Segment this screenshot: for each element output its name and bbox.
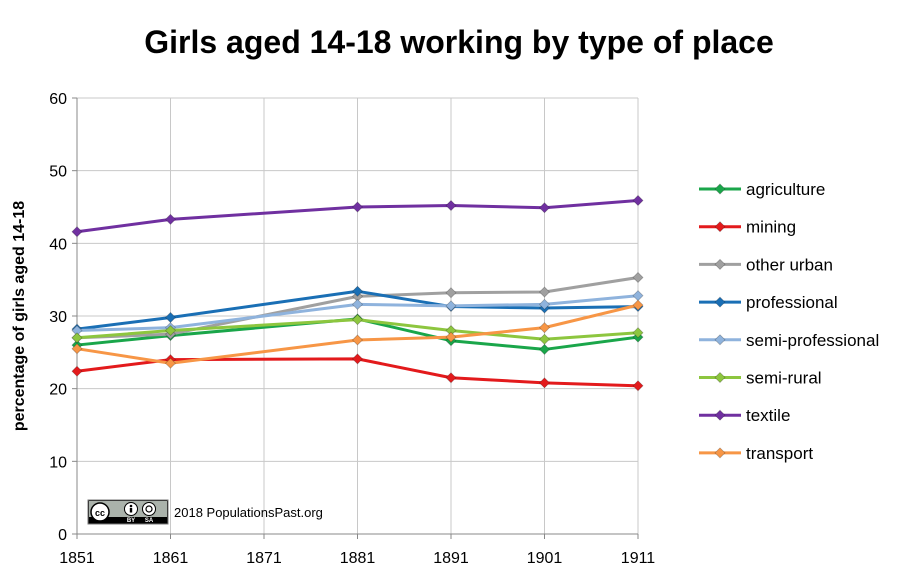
point-semi-professional-1891 [445, 300, 457, 312]
legend-item-transport: transport [699, 444, 813, 463]
x-tick-label-1891: 1891 [433, 550, 469, 567]
series-lines [71, 194, 644, 392]
point-agriculture-1901 [538, 343, 551, 355]
point-transport-1891 [445, 331, 457, 343]
point-transport-1911 [632, 299, 644, 311]
point-other-urban-1911 [632, 271, 644, 284]
x-tick-label-1861: 1861 [153, 550, 189, 567]
series-transport [71, 299, 644, 369]
legend-item-semi-professional: semi-professional [699, 331, 879, 350]
y-tick-label-20: 20 [49, 382, 67, 399]
series-line-textile [76, 198, 639, 234]
point-semi-rural-1911 [632, 327, 644, 339]
legend-label-textile: textile [746, 406, 790, 425]
x-tick-label-1911: 1911 [621, 550, 656, 567]
point-textile-1861 [164, 213, 177, 225]
point-professional-1881 [351, 285, 364, 297]
legend-item-other-urban: other urban [699, 255, 833, 274]
y-tick-label-30: 30 [49, 309, 67, 326]
series-semi-rural [71, 314, 644, 345]
series-textile [71, 194, 644, 238]
legend-item-professional: professional [699, 293, 838, 312]
legend-label-semi-rural: semi-rural [746, 369, 822, 388]
point-professional-1861 [164, 311, 177, 324]
point-textile-1911 [632, 194, 644, 207]
point-textile-1881 [351, 201, 364, 213]
series-line-other-urban [76, 276, 639, 340]
series-line-transport [76, 303, 639, 365]
point-mining-1911 [632, 380, 644, 392]
legend-item-semi-rural: semi-rural [699, 369, 822, 388]
legend-marker-other-urban [714, 258, 726, 270]
legend-marker-semi-professional [714, 334, 726, 346]
point-semi-rural-1851 [71, 332, 83, 344]
point-textile-1851 [71, 226, 83, 238]
legend-item-agriculture: agriculture [699, 180, 825, 199]
y-tick-label-50: 50 [49, 164, 67, 181]
point-transport-1861 [164, 357, 177, 369]
legend-item-textile: textile [699, 406, 790, 425]
series-other-urban [71, 271, 644, 344]
cc-icon: cc [95, 508, 105, 518]
by-label: BY [127, 518, 135, 524]
legend-label-mining: mining [746, 218, 796, 237]
point-mining-1851 [71, 365, 83, 377]
point-other-urban-1901 [538, 286, 551, 298]
x-tick-label-1881: 1881 [340, 550, 376, 567]
point-semi-rural-1881 [351, 314, 364, 326]
point-semi-professional-1881 [351, 298, 364, 310]
credit-text: 2018 PopulationsPast.org [174, 505, 323, 520]
cc-by-sa-badge: cc BY SA [87, 499, 169, 525]
legend-label-semi-professional: semi-professional [746, 331, 879, 350]
sa-label: SA [145, 518, 154, 524]
legend: agriculture mining other urban professional… [699, 180, 879, 463]
point-semi-rural-1901 [538, 333, 551, 345]
y-tick-labels: 0 10 20 30 40 50 60 [49, 91, 67, 544]
point-mining-1881 [351, 353, 364, 365]
chart-title: Girls aged 14-18 working by type of plac… [144, 24, 774, 60]
legend-item-mining: mining [699, 218, 796, 237]
legend-label-professional: professional [746, 293, 838, 312]
legend-marker-professional [714, 296, 726, 308]
legend-label-other-urban: other urban [746, 255, 833, 274]
point-mining-1901 [538, 377, 551, 389]
x-tick-label-1871: 1871 [246, 550, 282, 567]
point-textile-1891 [445, 199, 457, 212]
axes [72, 97, 639, 539]
point-transport-1901 [538, 322, 551, 334]
legend-marker-transport [714, 447, 726, 459]
y-tick-label-40: 40 [49, 236, 67, 253]
credit-annotation: cc BY SA 2018 PopulationsPast.org [87, 499, 323, 525]
legend-marker-semi-rural [714, 371, 726, 384]
y-tick-label-60: 60 [49, 91, 67, 108]
series-line-semi-rural [76, 318, 639, 341]
legend-label-transport: transport [746, 444, 813, 463]
point-other-urban-1891 [445, 287, 457, 299]
x-tick-label-1851: 1851 [59, 550, 95, 567]
y-axis-label: percentage of girls aged 14-18 [11, 201, 28, 431]
legend-label-agriculture: agriculture [746, 180, 825, 199]
x-tick-labels: 1851 1861 1871 1881 1891 1901 1911 [59, 550, 655, 567]
point-transport-1851 [71, 343, 83, 355]
point-textile-1901 [538, 202, 551, 214]
x-tick-label-1901: 1901 [527, 550, 563, 567]
point-mining-1891 [445, 372, 457, 384]
y-tick-label-0: 0 [58, 527, 67, 544]
series-line-professional [76, 289, 639, 331]
legend-marker-textile [714, 409, 726, 421]
point-semi-professional-1901 [538, 298, 551, 310]
series-line-semi-professional [76, 294, 639, 333]
series-line-agriculture [76, 317, 639, 351]
point-semi-professional-1911 [632, 290, 644, 302]
point-transport-1881 [351, 334, 364, 346]
y-tick-label-10: 10 [49, 454, 67, 471]
legend-marker-mining [714, 221, 726, 233]
point-semi-rural-1861 [164, 324, 177, 337]
legend-marker-agriculture [714, 183, 726, 195]
